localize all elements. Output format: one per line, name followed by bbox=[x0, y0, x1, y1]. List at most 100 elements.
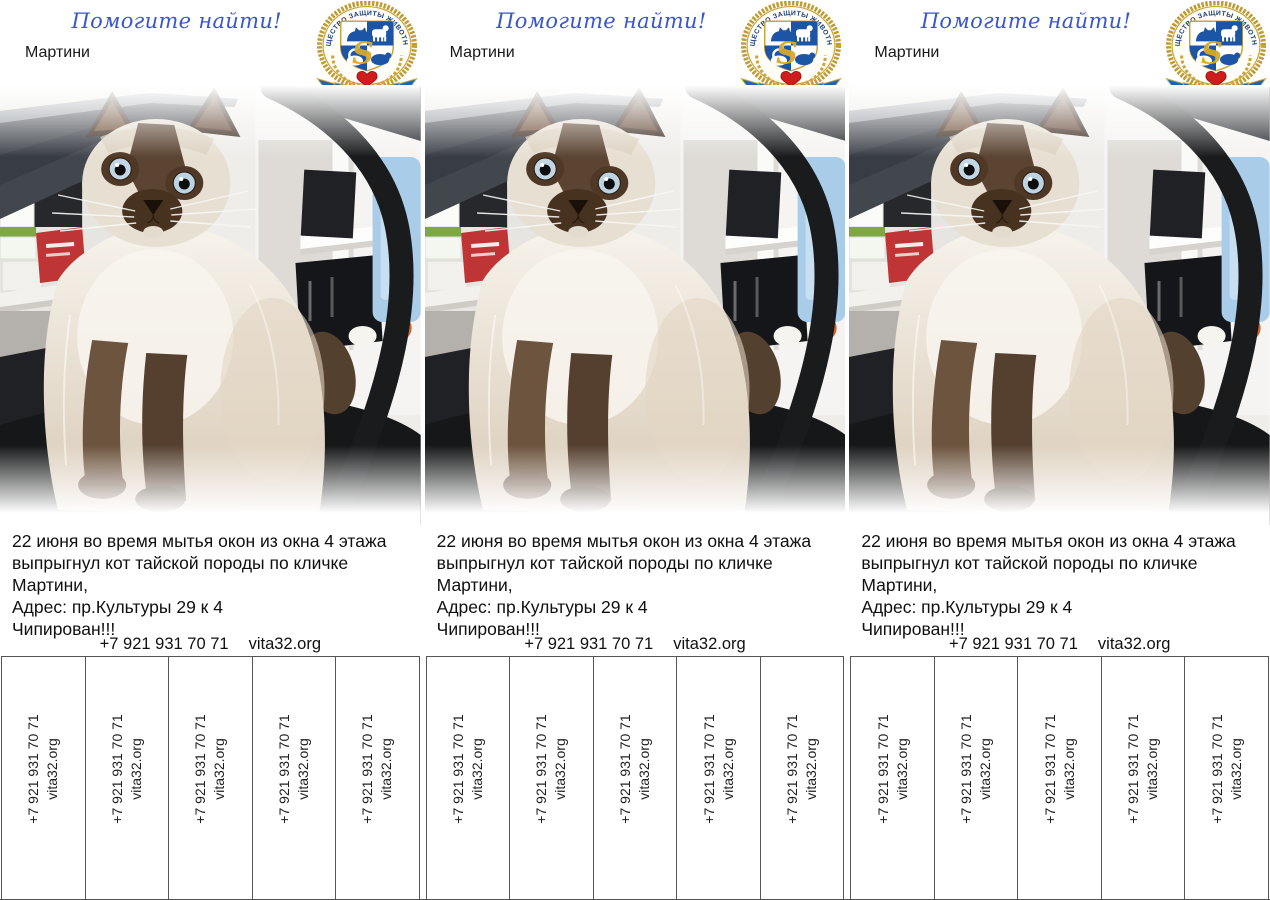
strip-site: vita32.org bbox=[893, 738, 910, 800]
strip-phone: +7 921 931 70 71 bbox=[533, 714, 550, 824]
description-line: выпрыгнул кот тайской породы по кличке М… bbox=[12, 553, 349, 595]
strip-site: vita32.org bbox=[1227, 738, 1244, 800]
logo-shield: S bbox=[339, 20, 394, 72]
logo-center-letter: S bbox=[352, 37, 374, 72]
strip-site: vita32.org bbox=[211, 738, 228, 800]
tear-off-strip: +7 921 931 70 71 vita32.org bbox=[761, 657, 845, 900]
poster: Помогите найти! Мартини ОБЩЕСТВО ЗАЩИТЫ … bbox=[0, 0, 421, 900]
tear-off-strip: +7 921 931 70 71 vita32.org bbox=[594, 657, 678, 900]
tear-off-strip: +7 921 931 70 71 vita32.org bbox=[427, 657, 511, 900]
poster: Помогите найти! Мартини ОБЩЕСТВО ЗАЩИТЫ … bbox=[424, 0, 846, 900]
strip-phone: +7 921 931 70 71 bbox=[874, 714, 891, 824]
description-line: Адрес: пр.Культуры 29 к 4 bbox=[861, 597, 1073, 617]
logo-cat-icon bbox=[346, 27, 372, 42]
logo-dog-icon bbox=[1220, 52, 1241, 66]
strip-phone: +7 921 931 70 71 bbox=[25, 714, 42, 824]
headline: Помогите найти! bbox=[920, 9, 1132, 33]
logo-swan-icon bbox=[1195, 43, 1212, 66]
description: 22 июня во время мытья окон из окна 4 эт… bbox=[437, 530, 842, 640]
pet-name: Мартини bbox=[25, 44, 90, 61]
strip-site: vita32.org bbox=[803, 738, 820, 800]
strip-phone: +7 921 931 70 71 bbox=[700, 714, 717, 824]
strip-phone: +7 921 931 70 71 bbox=[359, 714, 376, 824]
whiskers bbox=[476, 190, 682, 232]
tear-off-strips: +7 921 931 70 71 vita32.org +7 921 931 7… bbox=[1, 656, 420, 900]
strip-text: +7 921 931 70 71 vita32.org bbox=[532, 714, 570, 823]
strip-site: vita32.org bbox=[719, 738, 736, 800]
description: 22 июня во время мытья окон из окна 4 эт… bbox=[12, 530, 417, 640]
strip-phone: +7 921 931 70 71 bbox=[784, 714, 801, 824]
strip-phone: +7 921 931 70 71 bbox=[275, 714, 292, 824]
description-line: Адрес: пр.Культуры 29 к 4 bbox=[12, 597, 223, 617]
tear-off-strip: +7 921 931 70 71 vita32.org bbox=[935, 657, 1019, 900]
strip-text: +7 921 931 70 71 vita32.org bbox=[24, 714, 62, 823]
tear-off-strip: +7 921 931 70 71 vita32.org bbox=[1185, 657, 1269, 900]
strip-site: vita32.org bbox=[1060, 738, 1077, 800]
strip-text: +7 921 931 70 71 vita32.org bbox=[1124, 714, 1162, 823]
cat-photo bbox=[0, 85, 421, 525]
pet-name: Мартини bbox=[449, 44, 515, 61]
cat-illustration bbox=[893, 87, 1206, 517]
tear-off-strip: +7 921 931 70 71 vita32.org bbox=[1102, 657, 1186, 900]
tear-off-strips: +7 921 931 70 71 vita32.org +7 921 931 7… bbox=[425, 656, 845, 900]
description-line: 22 июня во время мытья окон из окна 4 эт… bbox=[436, 531, 812, 551]
logo-dog-icon bbox=[370, 52, 391, 66]
logo-cat-icon bbox=[1195, 27, 1222, 42]
tear-off-strip: +7 921 931 70 71 vita32.org bbox=[86, 657, 170, 900]
strip-text: +7 921 931 70 71 vita32.org bbox=[616, 714, 654, 823]
description-line: выпрыгнул кот тайской породы по кличке М… bbox=[861, 553, 1198, 595]
vita-logo-icon: ОБЩЕСТВО ЗАЩИТЫ ЖИВОТНЫХ bbox=[1162, 0, 1268, 102]
contact-phone: +7 921 931 70 71 bbox=[99, 635, 229, 653]
tear-off-strip: +7 921 931 70 71 vita32.org bbox=[851, 657, 935, 900]
description: 22 июня во время мытья окон из окна 4 эт… bbox=[861, 530, 1266, 640]
strip-phone: +7 921 931 70 71 bbox=[1041, 714, 1058, 824]
tear-off-strips: +7 921 931 70 71 vita32.org +7 921 931 7… bbox=[850, 656, 1270, 900]
strip-text: +7 921 931 70 71 vita32.org bbox=[108, 714, 146, 823]
logo-shield: S bbox=[1188, 20, 1244, 72]
logo-center-letter: S bbox=[1201, 37, 1223, 72]
headline: Помогите найти! bbox=[496, 9, 707, 33]
logo-swan-icon bbox=[346, 43, 363, 66]
logo-cow-icon bbox=[796, 25, 814, 42]
logo-cat-icon bbox=[771, 27, 797, 42]
strip-phone: +7 921 931 70 71 bbox=[1125, 714, 1142, 824]
logo-cow-icon bbox=[371, 25, 389, 42]
tear-off-strip: +7 921 931 70 71 vita32.org bbox=[510, 657, 594, 900]
whiskers bbox=[52, 190, 257, 232]
strip-site: vita32.org bbox=[977, 738, 994, 800]
whiskers bbox=[901, 190, 1106, 232]
strip-site: vita32.org bbox=[378, 738, 395, 800]
contact-site: vita32.org bbox=[1097, 635, 1171, 653]
headline: Помогите найти! bbox=[71, 9, 282, 33]
strip-site: vita32.org bbox=[468, 738, 485, 800]
strip-text: +7 921 931 70 71 vita32.org bbox=[358, 714, 396, 823]
strip-text: +7 921 931 70 71 vita32.org bbox=[783, 714, 821, 823]
cat-photo bbox=[849, 85, 1270, 525]
vita-logo-icon: ОБЩЕСТВО ЗАЩИТЫ ЖИВОТНЫХ bbox=[737, 0, 843, 102]
logo-swan-icon bbox=[771, 43, 788, 66]
description-line: Чипирован!!! bbox=[436, 619, 540, 639]
tear-off-strip: +7 921 931 70 71 vita32.org bbox=[253, 657, 337, 900]
description-line: Чипирован!!! bbox=[12, 619, 116, 639]
strip-phone: +7 921 931 70 71 bbox=[617, 714, 633, 824]
strip-site: vita32.org bbox=[127, 738, 144, 800]
tear-off-strip: +7 921 931 70 71 vita32.org bbox=[2, 657, 86, 900]
strip-phone: +7 921 931 70 71 bbox=[449, 714, 466, 824]
tear-off-strip: +7 921 931 70 71 vita32.org bbox=[336, 657, 420, 900]
strip-site: vita32.org bbox=[636, 738, 652, 800]
strip-text: +7 921 931 70 71 vita32.org bbox=[700, 714, 738, 823]
contact-site: vita32.org bbox=[673, 635, 746, 653]
contact-line: +7 921 931 70 71 vita32.org bbox=[0, 635, 421, 654]
description-line: 22 июня во время мытья окон из окна 4 эт… bbox=[12, 531, 387, 551]
strip-site: vita32.org bbox=[1144, 738, 1161, 800]
contact-line: +7 921 931 70 71 vita32.org bbox=[425, 635, 846, 654]
logo-shield: S bbox=[764, 20, 819, 72]
logo-cow-icon bbox=[1221, 25, 1238, 42]
poster: Помогите найти! Мартини ОБЩЕСТВО ЗАЩИТЫ … bbox=[849, 0, 1270, 900]
strip-text: +7 921 931 70 71 vita32.org bbox=[275, 714, 313, 823]
pet-name: Мартини bbox=[874, 44, 940, 61]
strip-phone: +7 921 931 70 71 bbox=[108, 714, 125, 824]
tear-off-strip: +7 921 931 70 71 vita32.org bbox=[1018, 657, 1102, 900]
contact-phone: +7 921 931 70 71 bbox=[524, 635, 654, 653]
